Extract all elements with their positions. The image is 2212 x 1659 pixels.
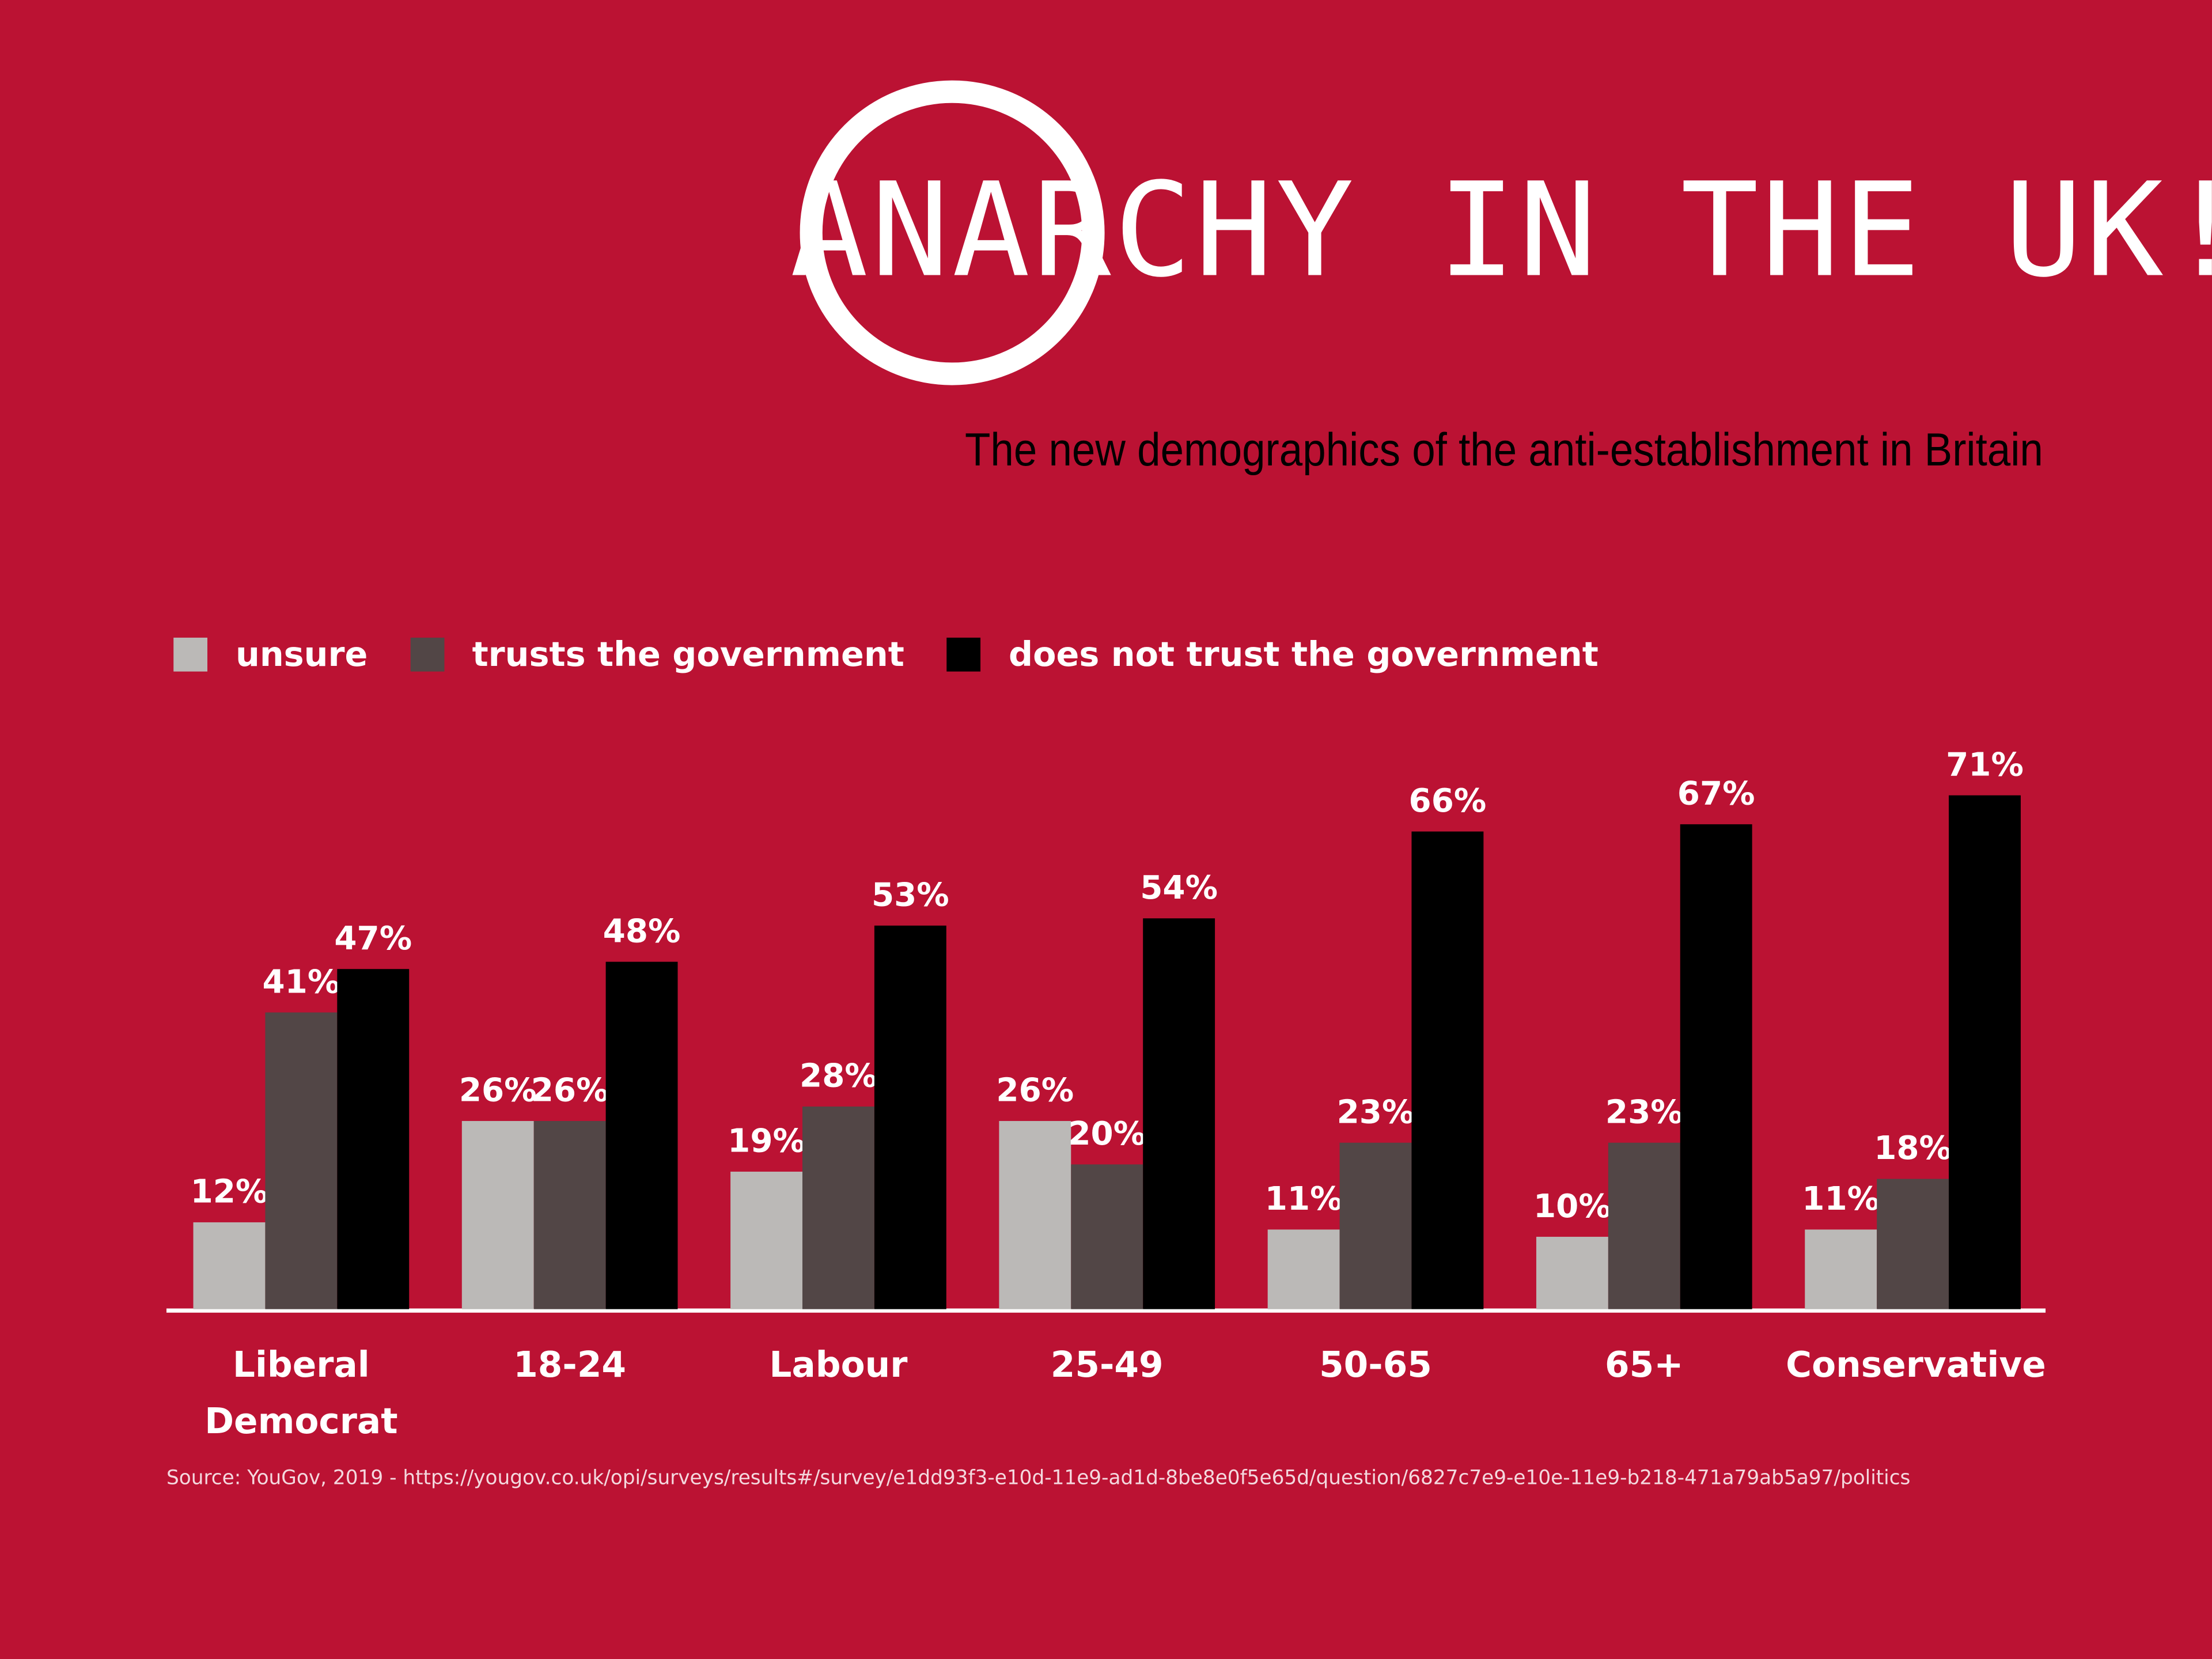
x-tick-label: 25-49 [1050,1344,1164,1385]
bar [461,1121,534,1309]
legend-label: unsure [235,635,368,675]
x-tick-label: Labour [769,1344,908,1385]
bar [1608,1142,1680,1309]
legend-label: does not trust the government [1009,635,1599,675]
value-label: 26% [459,1072,537,1109]
value-label: 53% [872,877,949,914]
x-tick-label: Conservative [1786,1344,2046,1385]
value-label: 23% [1605,1093,1683,1131]
x-tick-label: 18-24 [513,1344,627,1385]
chart-subtitle: The new demographics of the anti-establi… [964,423,2043,476]
legend-label: trusts the government [472,635,904,675]
value-label: 19% [728,1123,805,1160]
bar [605,961,678,1309]
value-label: 10% [1533,1188,1611,1225]
value-label: 54% [1140,869,1218,907]
value-label: 26% [996,1072,1074,1109]
legend-item: does not trust the government [946,635,1599,675]
value-label: 28% [800,1058,877,1095]
value-label: 48% [603,912,681,950]
value-label: 41% [262,963,340,1001]
bar [1949,795,2021,1309]
value-label: 47% [334,920,412,957]
value-label: 67% [1677,775,1755,813]
bar [1339,1142,1412,1309]
bar [874,925,946,1309]
bar [1411,831,1484,1309]
source: Source: YouGov, 2019 - https://yougov.co… [166,1467,1911,1490]
bar [265,1012,338,1309]
bar [730,1171,802,1309]
legend-item: trusts the government [410,635,904,675]
bar [1267,1229,1340,1309]
legend-swatch [946,637,981,672]
legend: unsure trusts the government does not trus… [173,635,1641,675]
anarchy-circle [800,80,1105,385]
value-label: 66% [1409,782,1487,820]
bar [802,1106,874,1309]
legend-swatch [173,637,208,672]
bar [533,1121,606,1309]
x-tick-label: 65+ [1605,1344,1684,1385]
legend-item: unsure [173,635,368,675]
value-label: 71% [1946,746,2024,783]
bar [1536,1237,1608,1309]
bar [1680,824,1752,1309]
x-tick-label: Liberal Democrat [204,1344,398,1442]
legend-swatch [410,637,444,672]
value-label: 11% [1265,1180,1343,1218]
chart-title: ANARCHY IN THE UK! [790,155,2212,306]
bar [1071,1164,1143,1309]
bar [1877,1179,1949,1309]
bar [193,1222,266,1309]
value-label: 26% [531,1072,609,1109]
value-label: 23% [1337,1093,1415,1131]
value-label: 11% [1802,1180,1880,1218]
value-label: 20% [1068,1115,1146,1153]
bar [999,1121,1071,1309]
x-tick-label: 50-65 [1319,1344,1432,1385]
bar [1805,1229,1877,1309]
value-label: 12% [191,1173,268,1211]
bar [337,969,410,1309]
bar [1143,918,1215,1309]
value-label: 18% [1874,1130,1952,1167]
